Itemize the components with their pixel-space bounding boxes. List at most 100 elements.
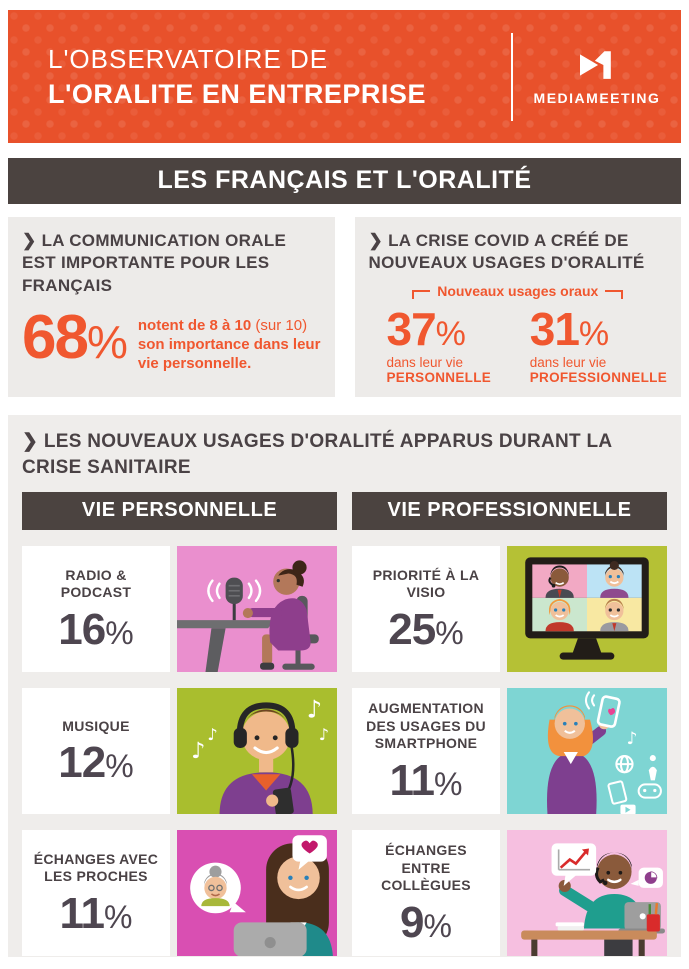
stat-line1: dans leur vie bbox=[529, 355, 607, 371]
title-line2: L'ORALITE EN ENTREPRISE bbox=[48, 78, 426, 109]
usage-row-1: RADIO & PODCAST 16% bbox=[22, 546, 667, 673]
svg-text:♪: ♪ bbox=[207, 725, 217, 744]
svg-text:♪: ♪ bbox=[307, 695, 323, 724]
laptop-icon bbox=[233, 922, 307, 957]
stat-info: RADIO & PODCAST 16% bbox=[22, 546, 170, 673]
percent-sign: % bbox=[86, 316, 128, 369]
stat-value-37: 37% bbox=[386, 302, 466, 355]
desk bbox=[177, 620, 275, 673]
column-header-vie-professionnelle: VIE PROFESSIONNELLE bbox=[352, 492, 667, 531]
stat-label: AUGMENTATION DES USAGES DU SMARTPHONE bbox=[366, 700, 486, 752]
microphone-icon bbox=[225, 577, 243, 621]
desc-rest: son importance dans leur vie personnelle… bbox=[137, 336, 321, 372]
stat-personnelle: 37% dans leur vie PERSONNELLE bbox=[369, 305, 512, 385]
stat-card-echanges-collegues: ÉCHANGES ENTRE COLLÈGUES 9% bbox=[352, 830, 667, 957]
caller-bottom-left bbox=[545, 599, 574, 632]
echanges-proches-illustration bbox=[177, 830, 337, 957]
bracket-right-corner bbox=[605, 289, 624, 299]
stat-value-68: 68% bbox=[22, 303, 128, 373]
stat-value: 25% bbox=[388, 604, 464, 654]
usage-row-2: MUSIQUE 12% bbox=[22, 688, 667, 815]
pie-chart-bubble-icon bbox=[630, 867, 663, 889]
svg-text:♪: ♪ bbox=[626, 729, 637, 749]
desc-bold: notent de 8 à 10 bbox=[137, 317, 252, 335]
headphones-icon bbox=[233, 702, 299, 800]
bracket-left-corner bbox=[412, 289, 431, 299]
percent-sign: % bbox=[578, 314, 610, 353]
video-call-monitor-scene bbox=[507, 546, 667, 673]
importance-stat: 68% notent de 8 à 10 (sur 10) son import… bbox=[22, 307, 321, 373]
smartphone-illustration: ♪ bbox=[507, 688, 667, 815]
card-communication-orale: ❯ LA COMMUNICATION ORALE EST IMPORTANTE … bbox=[8, 217, 335, 397]
brand-block: MEDIAMEETING bbox=[513, 48, 681, 106]
stat-card-priorite-visio: PRIORITÉ À LA VISIO 25% bbox=[352, 546, 667, 673]
svg-text:♪: ♪ bbox=[191, 738, 205, 764]
brand-name: MEDIAMEETING bbox=[533, 89, 661, 106]
percent-sign: % bbox=[435, 314, 466, 353]
pencil-cup-icon bbox=[646, 903, 660, 932]
growth-chart-bubble-icon bbox=[551, 843, 597, 887]
visio-illustration bbox=[507, 546, 667, 673]
stat-value: 11% bbox=[389, 755, 463, 805]
stat-info: ÉCHANGES AVEC LES PROCHES 11% bbox=[22, 830, 170, 957]
chevron-bullet-icon: ❯ bbox=[368, 231, 384, 250]
card-crise-covid: ❯ LA CRISE COVID A CRÉÉ DE NOUVEAUX USAG… bbox=[354, 217, 681, 397]
desk bbox=[521, 930, 657, 957]
stat-label: ÉCHANGES AVEC LES PROCHES bbox=[33, 850, 159, 885]
card-title: ❯ LA COMMUNICATION ORALE EST IMPORTANTE … bbox=[22, 230, 321, 297]
stat-professionnelle: 31% dans leur vie PROFESSIONNELLE bbox=[512, 305, 667, 385]
sound-waves-icon bbox=[207, 579, 262, 603]
bracket-label-text: Nouveaux usages oraux bbox=[437, 282, 599, 299]
stat-value: 12% bbox=[58, 738, 134, 788]
stat-label: MUSIQUE bbox=[62, 717, 130, 734]
caller-top-left bbox=[545, 565, 574, 599]
bracket-label: Nouveaux usages oraux bbox=[369, 283, 668, 299]
usage-section: ❯ LES NOUVEAUX USAGES D'ORALITÉ APPARUS … bbox=[8, 415, 681, 957]
svg-text:♪: ♪ bbox=[319, 725, 329, 744]
card-title-text: LA CRISE COVID A CRÉÉ DE NOUVEAUX USAGES… bbox=[368, 231, 645, 273]
stat-label: RADIO & PODCAST bbox=[60, 566, 132, 601]
percent-sign: % bbox=[105, 748, 134, 785]
smartphone-icon bbox=[584, 691, 621, 729]
desc-light: (sur 10) bbox=[251, 317, 308, 335]
stat-value-31: 31% bbox=[529, 302, 610, 355]
echanges-collegues-illustration bbox=[507, 830, 667, 957]
grandmother-bubble-icon bbox=[190, 862, 246, 914]
usage-row-3: ÉCHANGES AVEC LES PROCHES 11% bbox=[22, 830, 667, 957]
chevron-bullet-icon: ❯ bbox=[22, 431, 39, 452]
video-chat-with-family-scene bbox=[177, 830, 337, 957]
header-banner: L'OBSERVATOIRE DE L'ORALITE EN ENTREPRIS… bbox=[8, 10, 681, 143]
stat-info: AUGMENTATION DES USAGES DU SMARTPHONE 11… bbox=[352, 688, 500, 815]
colleague-headset-desk-scene bbox=[507, 830, 667, 957]
stat-info: ÉCHANGES ENTRE COLLÈGUES 9% bbox=[352, 830, 500, 957]
stat-label: ÉCHANGES ENTRE COLLÈGUES bbox=[381, 842, 471, 894]
stat-value: 9% bbox=[400, 897, 452, 947]
stat-value: 11% bbox=[59, 888, 133, 938]
covid-stats-row: 37% dans leur vie PERSONNELLE 31% dans l… bbox=[369, 305, 668, 385]
app-icons: ♪ bbox=[607, 729, 662, 815]
stat-info: PRIORITÉ À LA VISIO 25% bbox=[352, 546, 500, 673]
radio-podcast-illustration bbox=[177, 546, 337, 673]
stat-description: notent de 8 à 10 (sur 10) son importance… bbox=[138, 317, 321, 373]
header-divider bbox=[511, 32, 513, 121]
music-notes-icon: ♪ ♪ ♪ ♪ bbox=[191, 695, 329, 765]
caller-bottom-right bbox=[600, 599, 629, 632]
percent-sign: % bbox=[423, 907, 452, 944]
column-headers: VIE PERSONNELLE VIE PROFESSIONNELLE bbox=[22, 492, 667, 531]
title-line1: L'OBSERVATOIRE DE bbox=[48, 43, 329, 74]
column-header-vie-personnelle: VIE PERSONNELLE bbox=[22, 492, 337, 531]
section-banner-les-francais: LES FRANÇAIS ET L'ORALITÉ bbox=[8, 158, 681, 204]
chevron-bullet-icon: ❯ bbox=[22, 231, 37, 250]
stat-value: 16% bbox=[58, 604, 134, 654]
page-title: L'OBSERVATOIRE DE L'ORALITE EN ENTREPRIS… bbox=[48, 44, 503, 110]
man-listening-music-scene: ♪ ♪ ♪ ♪ bbox=[177, 688, 337, 815]
top-cards-row: ❯ LA COMMUNICATION ORALE EST IMPORTANTE … bbox=[8, 217, 681, 397]
heart-bubble-icon bbox=[292, 835, 327, 870]
papers bbox=[555, 922, 584, 931]
woman-figure bbox=[242, 560, 311, 671]
percent-sign: % bbox=[434, 765, 463, 802]
mediameeting-logo-icon bbox=[580, 50, 611, 79]
percent-sign: % bbox=[105, 614, 134, 651]
percent-sign: % bbox=[435, 614, 464, 651]
